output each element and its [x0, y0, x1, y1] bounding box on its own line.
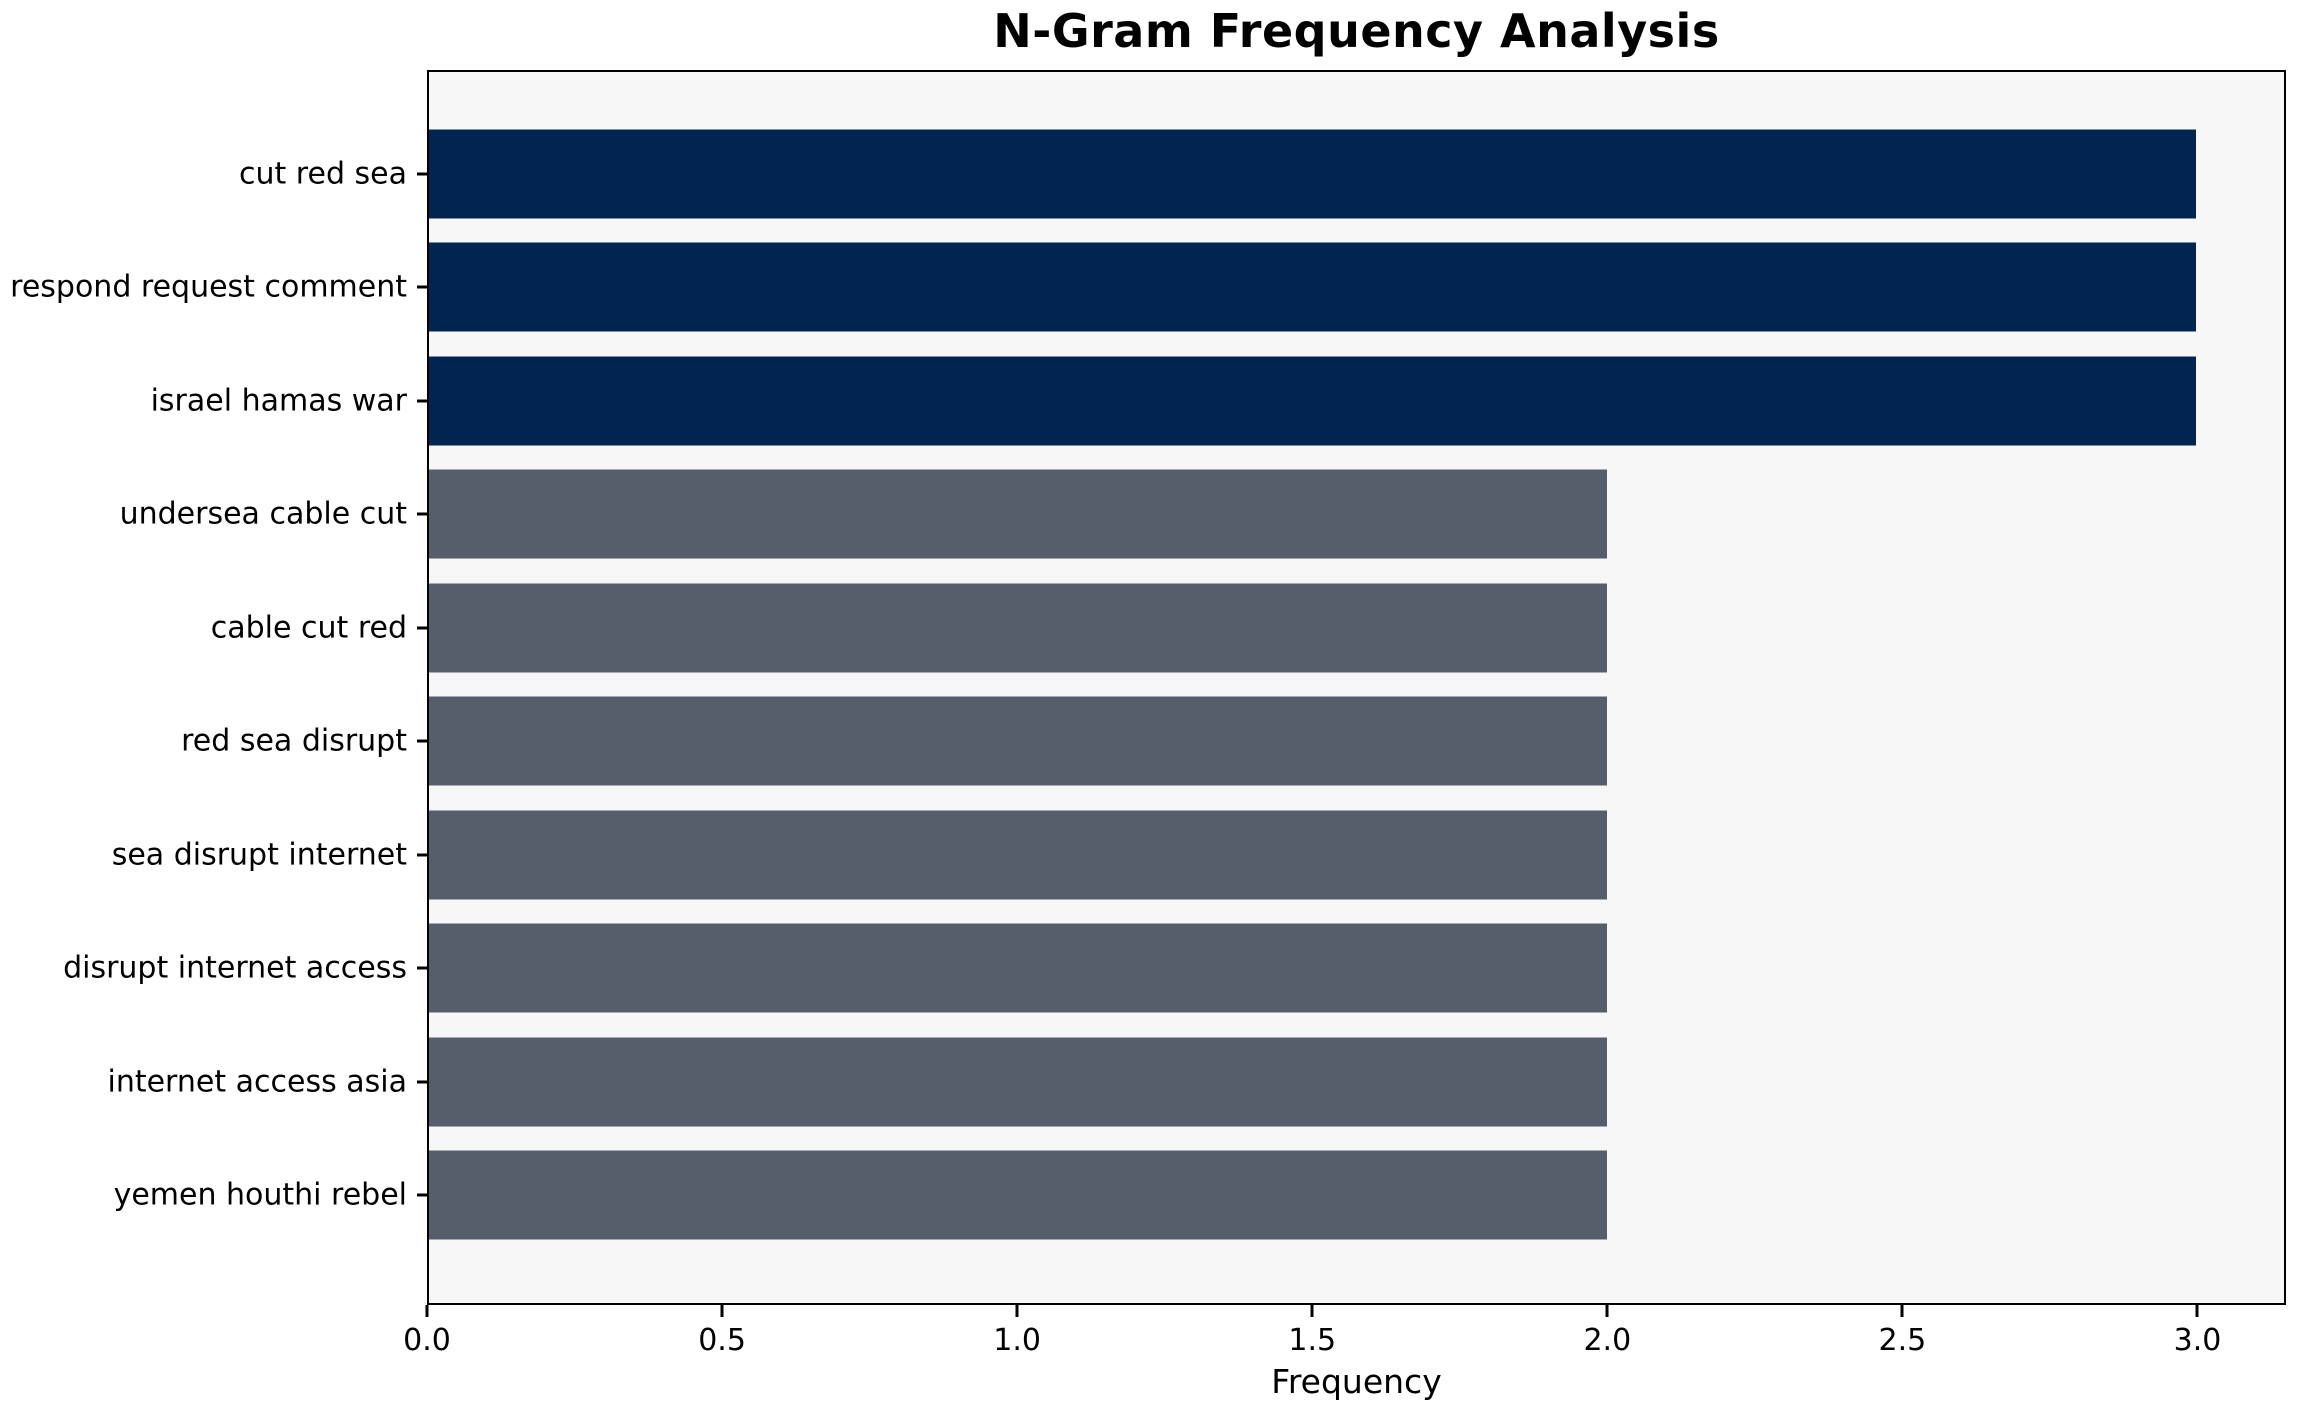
x-tick-mark: [2195, 1305, 2199, 1317]
y-tick-mark: [417, 285, 429, 289]
y-tick-mark: [417, 512, 429, 516]
y-tick-mark: [417, 1193, 429, 1197]
x-tick-mark: [720, 1305, 724, 1317]
bar: [429, 810, 1607, 900]
x-tick-label: 1.0: [993, 1323, 1042, 1358]
bar: [429, 583, 1607, 673]
bar-row: disrupt internet access: [63, 912, 2284, 1026]
bar-row: red sea disrupt: [181, 685, 2284, 799]
y-tick-mark: [417, 172, 429, 176]
category-label: israel hamas war: [150, 383, 407, 419]
y-tick-mark: [417, 1080, 429, 1084]
bar-row: cut red sea: [239, 117, 2284, 231]
x-tick-mark: [425, 1305, 429, 1317]
x-tick-mark: [1015, 1305, 1019, 1317]
y-tick-mark: [417, 853, 429, 857]
chart-title: N-Gram Frequency Analysis: [993, 4, 1720, 58]
category-label: sea disrupt internet: [111, 837, 407, 873]
bar-row: internet access asia: [107, 1025, 2284, 1139]
category-label: red sea disrupt: [181, 723, 407, 759]
bar: [429, 242, 2196, 332]
category-label: disrupt internet access: [63, 950, 407, 986]
bar-rows: cut red sea respond request comment israel…: [10, 72, 2284, 1303]
bar-row: respond request comment: [10, 231, 2284, 345]
category-label: undersea cable cut: [119, 496, 407, 532]
x-tick-label: 3.0: [2173, 1323, 2222, 1358]
y-tick-mark: [417, 966, 429, 970]
category-label: respond request comment: [10, 269, 407, 305]
bar-row: cable cut red: [211, 571, 2284, 685]
bar-row: sea disrupt internet: [112, 798, 2284, 912]
bar: [429, 696, 1607, 786]
bar: [429, 1150, 1607, 1240]
x-tick-label: 0.5: [698, 1323, 746, 1358]
bar-row: undersea cable cut: [120, 458, 2284, 572]
x-axis-label: Frequency: [1271, 1362, 1442, 1401]
bar: [429, 129, 2196, 219]
category-label: internet access asia: [107, 1064, 407, 1100]
category-label: yemen houthi rebel: [113, 1177, 407, 1213]
plot-area: cut red sea respond request comment israel…: [10, 70, 2286, 1305]
x-tick-label: 1.5: [1288, 1323, 1337, 1358]
bar: [429, 923, 1607, 1013]
bar: [429, 356, 2196, 446]
x-tick-mark: [1900, 1305, 1904, 1317]
category-label: cut red sea: [239, 156, 407, 192]
x-tick-mark: [1310, 1305, 1314, 1317]
bar-row: israel hamas war: [151, 344, 2284, 458]
bar: [429, 469, 1607, 559]
x-tick-label: 2.0: [1583, 1323, 1632, 1358]
bar: [429, 1037, 1607, 1127]
x-tick-label: 2.5: [1878, 1323, 1927, 1358]
y-tick-mark: [417, 626, 429, 630]
category-label: cable cut red: [210, 610, 407, 646]
bar-row: yemen houthi rebel: [114, 1139, 2284, 1253]
x-tick-mark: [1605, 1305, 1609, 1317]
y-tick-mark: [417, 739, 429, 743]
y-tick-mark: [417, 399, 429, 403]
x-tick-label: 0.0: [403, 1323, 451, 1358]
